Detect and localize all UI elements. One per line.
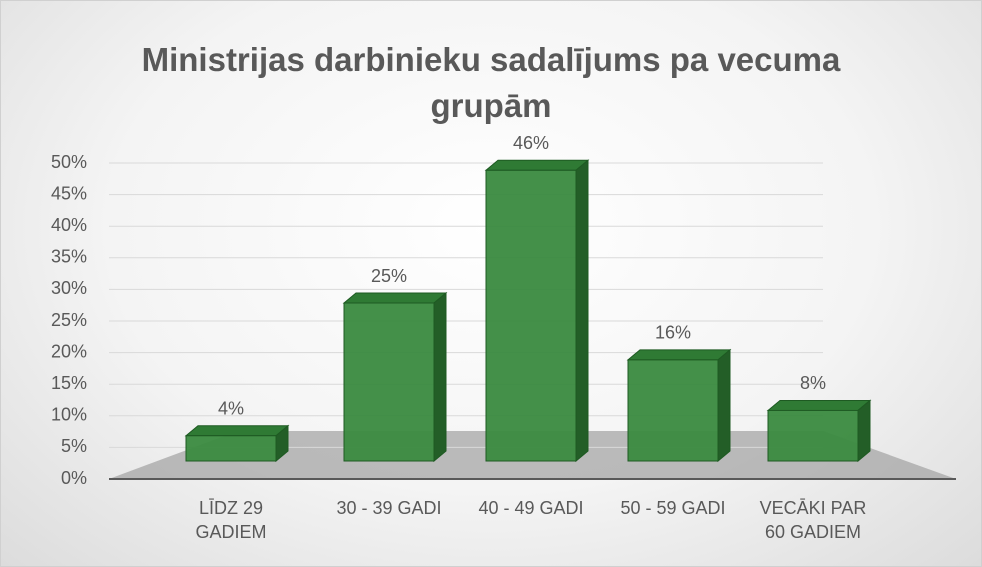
y-tick-label: 25% <box>51 310 87 330</box>
x-tick-label: VECĀKI PAR 60 GADIEM <box>759 498 867 542</box>
x-tick-label: 50 - 59 GADI <box>620 498 726 518</box>
bar <box>627 359 719 462</box>
bar <box>767 409 859 462</box>
bar-top <box>766 399 872 411</box>
bar <box>343 302 435 462</box>
x-tick-label: LĪDZ 29 GADIEM <box>195 498 267 542</box>
bar-top <box>626 349 732 361</box>
bar-top <box>342 292 448 304</box>
data-label: 16% <box>655 323 691 343</box>
bar <box>185 435 277 462</box>
y-tick-label: 15% <box>51 373 87 393</box>
y-tick-label: 45% <box>51 183 87 203</box>
y-tick-label: 20% <box>51 341 87 361</box>
y-tick-label: 0% <box>61 468 87 488</box>
y-tick-label: 5% <box>61 436 87 456</box>
y-tick-label: 10% <box>51 405 87 425</box>
bar <box>485 169 577 462</box>
x-tick-label: 30 - 39 GADI <box>336 498 442 518</box>
data-label: 8% <box>800 373 826 393</box>
bar-side <box>857 399 871 463</box>
data-label: 4% <box>218 398 244 418</box>
bar-side <box>717 348 731 463</box>
bar-top <box>484 159 590 171</box>
y-tick-label: 40% <box>51 215 87 235</box>
bar-side <box>575 159 589 463</box>
y-tick-label: 50% <box>51 152 87 172</box>
bar-top <box>184 425 290 437</box>
data-label: 25% <box>371 266 407 286</box>
x-tick-label: 40 - 49 GADI <box>478 498 584 518</box>
bar-side <box>433 291 447 463</box>
y-tick-label: 35% <box>51 247 87 267</box>
chart-title: Ministrijas darbinieku sadalījums pa vec… <box>141 41 841 124</box>
y-tick-label: 30% <box>51 278 87 298</box>
data-label: 46% <box>513 133 549 153</box>
